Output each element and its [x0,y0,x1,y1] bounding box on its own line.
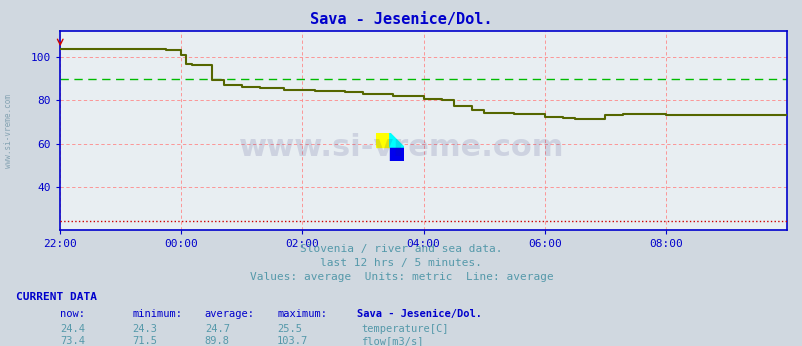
Text: average:: average: [205,309,254,319]
Text: 73.4: 73.4 [60,336,85,346]
Polygon shape [375,133,390,147]
Text: flow[m3/s]: flow[m3/s] [361,336,423,346]
Text: Slovenia / river and sea data.: Slovenia / river and sea data. [300,244,502,254]
Polygon shape [390,147,403,161]
Text: 103.7: 103.7 [277,336,308,346]
Text: 71.5: 71.5 [132,336,157,346]
Text: Values: average  Units: metric  Line: average: Values: average Units: metric Line: aver… [249,272,553,282]
Text: now:: now: [60,309,85,319]
Text: Sava - Jesenice/Dol.: Sava - Jesenice/Dol. [310,12,492,27]
Text: last 12 hrs / 5 minutes.: last 12 hrs / 5 minutes. [320,258,482,268]
Text: 24.7: 24.7 [205,324,229,334]
Text: minimum:: minimum: [132,309,182,319]
Text: Sava - Jesenice/Dol.: Sava - Jesenice/Dol. [357,309,482,319]
Text: temperature[C]: temperature[C] [361,324,448,334]
Text: 24.3: 24.3 [132,324,157,334]
Text: www.si-vreme.com: www.si-vreme.com [238,133,564,162]
Text: 25.5: 25.5 [277,324,302,334]
Text: 89.8: 89.8 [205,336,229,346]
Text: CURRENT DATA: CURRENT DATA [16,292,97,302]
Text: maximum:: maximum: [277,309,326,319]
Polygon shape [390,133,403,147]
Text: www.si-vreme.com: www.si-vreme.com [3,94,13,169]
Text: 24.4: 24.4 [60,324,85,334]
